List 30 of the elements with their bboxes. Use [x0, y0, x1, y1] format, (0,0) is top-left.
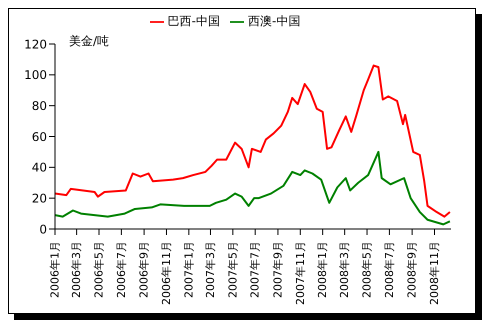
x-tick-label: 2006年5月 [92, 241, 106, 298]
line-series [55, 64, 451, 218]
x-tick-label: 2006年1月 [48, 241, 62, 298]
x-tick-label: 2007年5月 [226, 241, 240, 298]
x-tick-label: 2006年7月 [114, 241, 128, 298]
x-tick-label: 2007年9月 [271, 241, 284, 298]
x-tick-label: 2006年3月 [70, 241, 84, 298]
x-tick-label: 2006年11月 [160, 241, 173, 305]
x-tick-label: 2006年9月 [138, 241, 151, 298]
x-tick-label: 2007年11月 [294, 241, 307, 305]
y-axis-title: 美金/吨 [69, 33, 110, 50]
legend-label: 西澳-中国 [248, 14, 300, 28]
x-tick-label: 2007年3月 [204, 241, 217, 298]
y-tick-label: 100 [24, 68, 47, 82]
y-tick-label: 0 [39, 222, 47, 236]
x-tick-label: 2008年9月 [406, 241, 419, 298]
line-series [55, 150, 451, 226]
x-tick-label: 2008年11月 [428, 241, 441, 305]
x-tick-label: 2008年5月 [360, 241, 374, 298]
y-tick-label: 20 [32, 191, 47, 206]
y-tick-label: 120 [24, 37, 47, 52]
x-tick-label: 2007年7月 [248, 241, 262, 298]
x-tick-label: 2008年3月 [338, 241, 352, 298]
y-tick-label: 80 [32, 98, 47, 113]
legend-label: 巴西-中国 [168, 14, 220, 28]
y-tick-label: 40 [32, 160, 47, 175]
x-tick-label: 2008年1月 [316, 241, 330, 298]
x-tick-label: 2008年7月 [382, 241, 396, 298]
x-tick-label: 2007年1月 [182, 241, 196, 298]
y-tick-label: 60 [32, 130, 47, 144]
